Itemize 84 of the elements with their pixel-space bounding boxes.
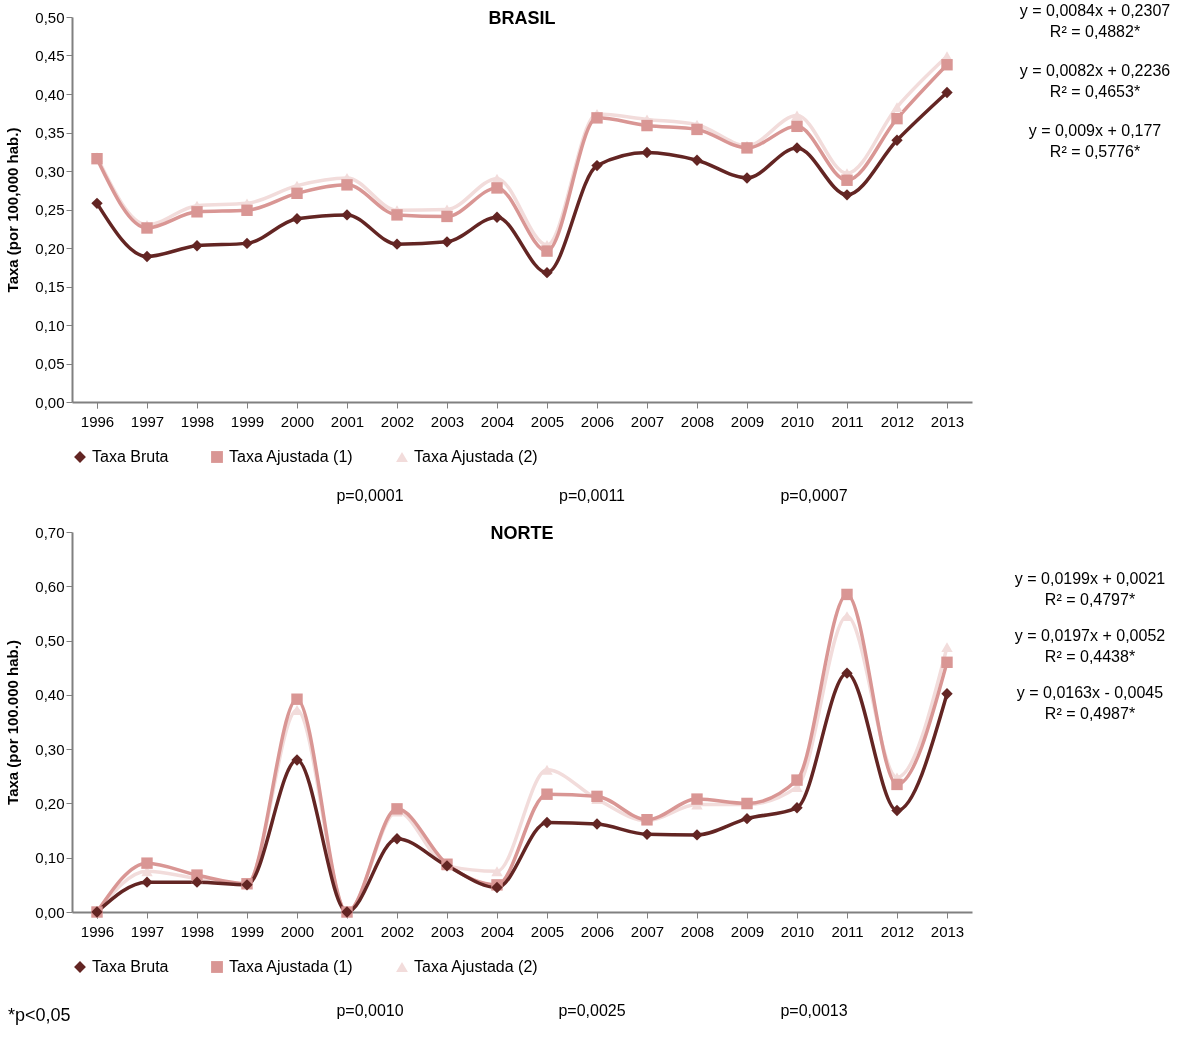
text: R² = 0,5776* xyxy=(1048,143,1142,161)
y-tick-label: 0,70 xyxy=(35,523,65,541)
x-tick-label: 2012 xyxy=(880,412,915,430)
x-tick-label: 1996 xyxy=(80,412,115,430)
text: p=0,0011 xyxy=(558,487,626,505)
x-tick-label: 2008 xyxy=(680,412,715,430)
x-tick-label: 2002 xyxy=(380,412,415,430)
y-axis-title: Taxa (por 100.000 hab.) xyxy=(4,640,22,805)
text: R² = 0,4882* xyxy=(1048,23,1142,41)
legend-label: Taxa Ajustada (2) xyxy=(414,958,538,975)
text: y = 0,0082x + 0,2236 xyxy=(1018,62,1172,80)
x-tick-label: 2010 xyxy=(780,412,815,430)
y-tick-label: 0,50 xyxy=(35,632,65,650)
text: p=0,0010 xyxy=(335,1002,405,1020)
y-tick-label: 0,15 xyxy=(35,278,65,295)
y-axis-title: Taxa (por 100,000 hab.) xyxy=(4,127,22,293)
text: y = 0,0199x + 0,0021 xyxy=(1013,570,1167,588)
text: y = 0,009x + 0,177 xyxy=(1027,122,1163,140)
text: p=0,0025 xyxy=(557,1002,627,1020)
x-tick-label: 1998 xyxy=(180,922,215,940)
y-tick-label: 0,40 xyxy=(35,686,65,704)
text: p=0,0013 xyxy=(779,1002,849,1020)
text: R² = 0,4438* xyxy=(1043,648,1137,666)
text: p=0,0007 xyxy=(779,487,849,505)
x-tick-label: 2011 xyxy=(831,412,864,430)
x-tick-label: 2002 xyxy=(380,922,415,940)
x-tick-label: 2012 xyxy=(880,922,915,940)
y-tick-label: 0,30 xyxy=(35,740,65,758)
x-tick-label: 2006 xyxy=(580,412,615,430)
y-tick-label: 0,05 xyxy=(35,355,65,372)
x-tick-label: 2005 xyxy=(530,412,565,430)
x-tick-label: 1999 xyxy=(230,412,265,430)
x-tick-label: 1999 xyxy=(230,922,265,940)
x-tick-label: 2006 xyxy=(580,922,615,940)
y-tick-label: 0,00 xyxy=(35,393,65,411)
y-tick-label: 0,10 xyxy=(35,849,65,867)
x-tick-label: 1997 xyxy=(130,412,165,430)
legend-label: Taxa Bruta xyxy=(92,958,169,975)
x-tick-label: 2005 xyxy=(530,922,565,940)
text: R² = 0,4987* xyxy=(1043,705,1137,723)
legend-label: Taxa Ajustada (2) xyxy=(414,448,538,465)
x-tick-label: 2004 xyxy=(480,412,515,430)
y-tick-label: 0,40 xyxy=(35,85,65,103)
x-tick-label: 2013 xyxy=(930,922,965,940)
y-tick-label: 0,00 xyxy=(35,903,65,921)
x-tick-label: 2013 xyxy=(930,412,965,430)
x-tick-label: 2001 xyxy=(330,412,365,430)
chart-title: BRASIL xyxy=(488,8,556,28)
text: p=0,0001 xyxy=(335,487,405,505)
x-tick-label: 1996 xyxy=(80,922,115,940)
text: R² = 0,4797* xyxy=(1043,591,1137,609)
x-tick-label: 2003 xyxy=(430,922,465,940)
y-tick-label: 0,35 xyxy=(35,124,65,141)
y-tick-label: 0,10 xyxy=(35,316,65,334)
x-tick-label: 2009 xyxy=(730,412,765,430)
x-tick-label: 1997 xyxy=(130,922,165,940)
x-tick-label: 2010 xyxy=(780,922,815,940)
legend-label: Taxa Bruta xyxy=(92,448,169,465)
y-tick-label: 0,50 xyxy=(35,8,65,26)
x-tick-label: 2009 xyxy=(730,922,765,940)
x-tick-label: 2001 xyxy=(330,922,365,940)
x-tick-label: 2007 xyxy=(630,412,665,430)
x-tick-label: 2008 xyxy=(680,922,715,940)
y-tick-label: 0,20 xyxy=(35,794,65,812)
y-tick-label: 0,25 xyxy=(35,201,65,218)
chart-title: NORTE xyxy=(490,523,554,543)
x-tick-label: 1998 xyxy=(180,412,215,430)
legend-label: Taxa Ajustada (1) xyxy=(229,448,353,465)
legend-label: Taxa Ajustada (1) xyxy=(229,958,353,975)
text: y = 0,0163x - 0,0045 xyxy=(1015,684,1165,702)
x-tick-label: 2007 xyxy=(630,922,665,940)
x-tick-label: 2000 xyxy=(280,922,315,940)
text: *p<0,05 xyxy=(8,1005,71,1026)
x-tick-label: 2000 xyxy=(280,412,315,430)
text: R² = 0,4653* xyxy=(1048,83,1142,101)
x-tick-label: 2003 xyxy=(430,412,465,430)
x-tick-label: 2011 xyxy=(831,922,864,940)
y-tick-label: 0,60 xyxy=(35,577,65,595)
text: y = 0,0084x + 0,2307 xyxy=(1018,2,1172,20)
text: y = 0,0197x + 0,0052 xyxy=(1013,627,1167,645)
y-tick-label: 0,30 xyxy=(35,162,65,180)
x-tick-label: 2004 xyxy=(480,922,515,940)
y-tick-label: 0,20 xyxy=(35,239,65,257)
y-tick-label: 0,45 xyxy=(35,47,65,64)
